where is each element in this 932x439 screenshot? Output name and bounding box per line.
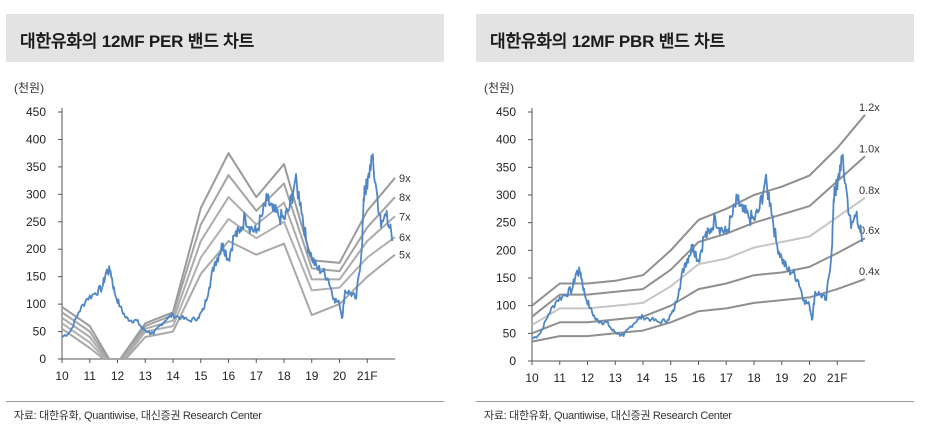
y-tick-label: 200 xyxy=(496,243,516,257)
y-tick-label: 50 xyxy=(33,325,47,339)
band-line-8x xyxy=(61,174,396,360)
x-tick-label: 10 xyxy=(525,371,539,385)
y-tick-label: 400 xyxy=(26,132,46,146)
unit-label: (천원) xyxy=(484,81,515,95)
band-label: 7x xyxy=(399,211,411,223)
x-tick-label: 18 xyxy=(277,369,291,383)
y-tick-label: 350 xyxy=(496,160,516,174)
y-tick-label: 450 xyxy=(496,105,516,119)
x-tick-label: 12 xyxy=(111,369,125,383)
x-tick-label: 15 xyxy=(664,371,678,385)
x-tick-label: 11 xyxy=(84,369,97,383)
band-line-9x xyxy=(61,152,396,360)
band-line-5x xyxy=(61,240,396,360)
y-tick-label: 450 xyxy=(26,105,46,119)
band-label: 1.0x xyxy=(859,143,880,155)
x-tick-label: 21F xyxy=(827,371,848,385)
band-label: 0.8x xyxy=(859,185,880,197)
y-tick-label: 200 xyxy=(26,242,46,256)
band-label: 0.4x xyxy=(859,266,880,278)
x-tick-label: 16 xyxy=(692,371,706,385)
band-line-0.6x xyxy=(531,237,866,335)
band-line-0.8x xyxy=(531,196,866,326)
y-tick-label: 100 xyxy=(26,297,46,311)
x-tick-label: 11 xyxy=(554,371,567,385)
per-band-chart-panel: 대한유화의 12MF PER 밴드 차트 (천원) 0 50 100 150 200 25… xyxy=(0,0,444,439)
y-tick-label: 400 xyxy=(496,133,516,147)
band-line-1.2x xyxy=(531,114,866,307)
x-tick-label: 13 xyxy=(609,371,623,385)
band-label: 8x xyxy=(399,192,411,204)
x-tick-label: 20 xyxy=(803,371,817,385)
y-tick-label: 150 xyxy=(26,270,46,284)
band-label: 1.2x xyxy=(859,102,880,114)
chart-title: 대한유화의 12MF PER 밴드 차트 xyxy=(20,32,255,51)
y-tick-label: 350 xyxy=(26,160,46,174)
y-tick-label: 300 xyxy=(26,187,46,201)
x-tick-label: 21F xyxy=(357,369,378,383)
divider xyxy=(6,401,444,402)
x-tick-label: 18 xyxy=(747,371,761,385)
x-tick-label: 13 xyxy=(139,369,153,383)
band-line-0.4x xyxy=(531,278,866,343)
band-label: 6x xyxy=(399,232,411,244)
source-note: 자료: 대한유화, Quantiwise, 대신증권 Research Cent… xyxy=(14,410,262,422)
x-tick-label: 17 xyxy=(720,371,734,385)
x-tick-label: 20 xyxy=(333,369,347,383)
unit-label: (천원) xyxy=(14,81,45,95)
price-line xyxy=(531,153,864,340)
x-tick-label: 17 xyxy=(250,369,264,383)
pbr-band-chart-panel: 대한유화의 12MF PBR 밴드 차트 (천원) 0 50 100 150 200 25… xyxy=(470,0,914,439)
price-line xyxy=(61,153,394,338)
y-tick-label: 50 xyxy=(503,326,517,340)
band-label: 0.6x xyxy=(859,225,880,237)
chart-title-bar: 대한유화의 12MF PER 밴드 차트 xyxy=(6,14,444,62)
y-tick-label: 150 xyxy=(496,271,516,285)
y-tick-label: 0 xyxy=(509,354,516,368)
x-tick-label: 19 xyxy=(305,369,319,383)
x-tick-label: 16 xyxy=(222,369,236,383)
y-tick-label: 0 xyxy=(39,352,46,366)
x-tick-label: 12 xyxy=(581,371,595,385)
x-tick-label: 14 xyxy=(166,369,180,383)
y-tick-label: 250 xyxy=(496,216,516,230)
x-tick-label: 10 xyxy=(55,369,69,383)
band-line-1.0x xyxy=(531,155,866,318)
x-tick-label: 15 xyxy=(194,369,208,383)
x-tick-label: 19 xyxy=(775,371,789,385)
chart-title: 대한유화의 12MF PBR 밴드 차트 xyxy=(490,32,725,51)
y-tick-label: 250 xyxy=(26,215,46,229)
band-label: 9x xyxy=(399,173,411,185)
source-note: 자료: 대한유화, Quantiwise, 대신증권 Research Cent… xyxy=(484,410,732,422)
y-tick-label: 100 xyxy=(496,299,516,313)
x-tick-label: 14 xyxy=(636,371,650,385)
y-tick-label: 300 xyxy=(496,188,516,202)
divider xyxy=(476,401,914,402)
chart-title-bar: 대한유화의 12MF PBR 밴드 차트 xyxy=(476,14,914,62)
per-band-chart: 0 50 100 150 200 250 300 350 400 450 10 11 12 13 14 15 1… xyxy=(26,105,411,383)
band-label: 5x xyxy=(399,250,411,262)
pbr-band-chart: 0 50 100 150 200 250 300 350 400 450 10 11 12 13 14 15 1… xyxy=(496,102,880,385)
